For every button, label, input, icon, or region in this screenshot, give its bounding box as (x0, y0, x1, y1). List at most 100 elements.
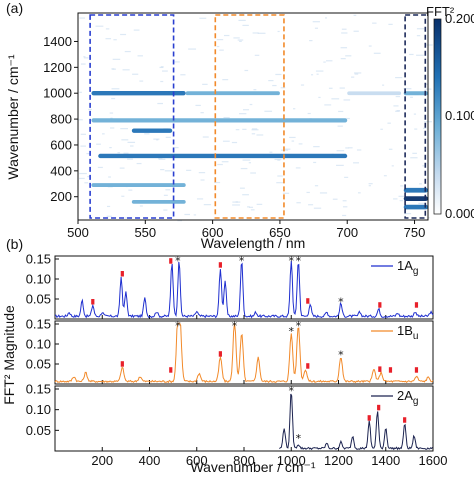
x-tick-label: 1200 (324, 453, 353, 468)
heatmap-speckle (422, 127, 427, 129)
heatmap-speckle (79, 177, 85, 180)
heatmap-speckle (242, 194, 249, 196)
heatmap-speckle (368, 183, 373, 185)
heatmap-speckle (121, 195, 125, 197)
red-peak-marker (414, 302, 419, 308)
heatmap-speckle (156, 139, 159, 141)
heatmap-speckle (88, 108, 92, 111)
heatmap-speckle (313, 161, 317, 164)
red-peak-marker (306, 298, 310, 304)
heatmap-speckle (217, 163, 223, 166)
heatmap-speckle (400, 185, 404, 187)
heatmap-speckle (251, 129, 259, 131)
heatmap-speckle (280, 87, 286, 89)
red-peak-marker (91, 299, 95, 305)
heatmap-speckle (193, 214, 197, 216)
heatmap-band (185, 91, 280, 96)
y-tick-label: 1000 (43, 86, 72, 101)
heatmap-speckle (162, 70, 168, 72)
heatmap-speckle (308, 204, 314, 206)
y-tick-label: 0.15 (26, 382, 51, 397)
heatmap-speckle (343, 99, 351, 101)
colorbar-tick-max: 0.200 (445, 11, 474, 26)
y-tick-label: 0.10 (26, 337, 51, 352)
heatmap-speckle (102, 133, 105, 135)
heatmap-speckle (395, 110, 400, 112)
red-peak-marker (378, 302, 382, 308)
heatmap-speckle (313, 146, 320, 148)
x-tick-label: 550 (134, 225, 156, 240)
heatmap-speckle (368, 185, 371, 187)
heatmap-band (131, 128, 173, 133)
colorbar-tick-mid: 0.100 (445, 108, 474, 123)
heatmap-speckle (200, 179, 205, 181)
red-peak-marker (218, 262, 222, 268)
heatmap-speckle (298, 143, 303, 145)
y-tick-label: 0.10 (26, 272, 51, 287)
red-peak-marker (403, 417, 407, 423)
heatmap-speckle (295, 167, 301, 169)
spectrum-panel: 0.05 0.10 0.15 200 400 600 800 1000 1200 1400 1600… (26, 382, 448, 469)
heatmap-speckle (380, 128, 383, 130)
star-peak-marker: * (239, 255, 245, 268)
y-tick-label: 200 (50, 189, 72, 204)
heatmap-speckle (123, 152, 129, 154)
heatmap-speckle (163, 194, 168, 196)
heatmap-band (403, 204, 428, 210)
heatmap-speckle (163, 209, 168, 211)
heatmap-speckle (242, 128, 247, 130)
heatmap-speckle (78, 119, 83, 121)
heatmap-frame (77, 12, 429, 221)
heatmap-speckle (339, 87, 345, 89)
heatmap-speckle (237, 39, 244, 41)
heatmap-speckle (256, 134, 264, 136)
heatmap-speckle (160, 80, 164, 83)
star-peak-marker: * (175, 320, 181, 333)
x-tick-label: 1600 (419, 453, 448, 468)
heatmap-speckle (80, 133, 86, 135)
heatmap-speckle (251, 133, 256, 135)
heatmap-speckle (160, 169, 165, 171)
heatmap-speckle (79, 172, 87, 175)
heatmap-speckle (337, 125, 343, 127)
spectrum-line (54, 260, 434, 319)
colorbar-tick-min: 0.000 (445, 206, 474, 221)
x-tick-label: 650 (269, 225, 291, 240)
red-peak-marker (169, 258, 173, 264)
x-tick-label: 1000 (277, 453, 306, 468)
spectrum-line (279, 393, 433, 451)
heatmap-speckle (84, 182, 89, 184)
heatmap-speckle (80, 63, 86, 65)
heatmap-speckle (105, 38, 112, 40)
heatmap-speckle (248, 162, 252, 164)
y-tick-label: 400 (50, 163, 72, 178)
heatmap-speckle (249, 103, 253, 106)
heatmap-speckle (404, 213, 412, 215)
heatmap-speckle (277, 159, 281, 161)
heatmap-speckle (345, 147, 350, 149)
red-peak-marker (367, 415, 371, 421)
heatmap-speckle (186, 169, 192, 171)
heatmap-speckle (354, 72, 362, 74)
red-peak-marker (306, 363, 310, 369)
heatmap-speckle (307, 112, 311, 115)
heatmap-speckle (222, 79, 229, 81)
heatmap-speckle (257, 32, 266, 34)
heatmap-speckle (410, 96, 413, 98)
heatmap-speckle (341, 28, 347, 30)
heatmap-speckle (242, 24, 249, 27)
heatmap-speckle (332, 198, 338, 200)
red-peak-marker (377, 404, 381, 411)
heatmap-speckle (184, 213, 191, 216)
heatmap-speckle (177, 219, 183, 222)
panel-b-label: (b) (6, 236, 23, 252)
heatmap-speckle (202, 83, 208, 85)
y-tick-label: 0.05 (26, 423, 51, 438)
star-peak-marker: * (338, 348, 344, 361)
heatmap-speckle (239, 113, 247, 115)
heatmap-speckle (144, 133, 150, 135)
heatmap-speckle (109, 112, 114, 114)
heatmap-speckle (221, 161, 229, 163)
red-peak-marker (120, 361, 124, 367)
highlight-box (214, 14, 285, 219)
